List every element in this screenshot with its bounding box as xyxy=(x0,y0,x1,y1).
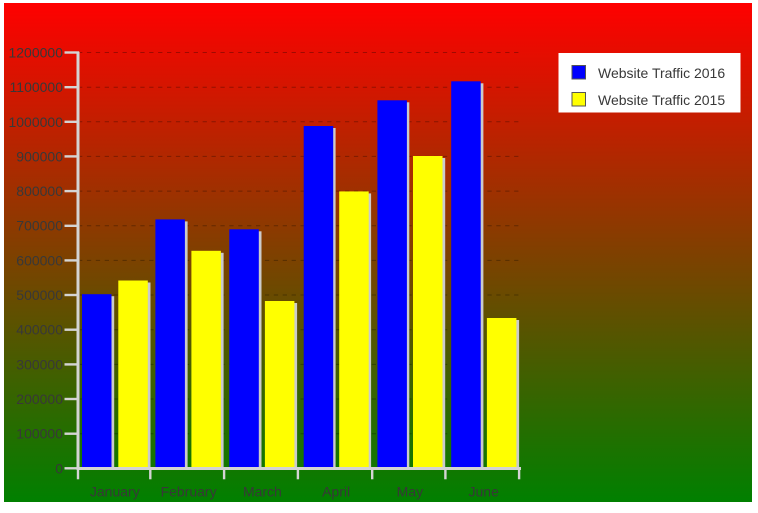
svg-text:February: February xyxy=(161,483,217,499)
svg-text:900000: 900000 xyxy=(16,148,63,164)
svg-text:500000: 500000 xyxy=(16,287,63,303)
svg-text:800000: 800000 xyxy=(16,183,63,199)
svg-text:700000: 700000 xyxy=(16,218,63,234)
svg-text:1100000: 1100000 xyxy=(10,79,64,95)
svg-text:Website Traffic 2015: Website Traffic 2015 xyxy=(598,92,725,108)
svg-text:100000: 100000 xyxy=(16,426,63,442)
svg-text:May: May xyxy=(397,483,423,499)
svg-text:April: April xyxy=(322,483,350,499)
svg-text:400000: 400000 xyxy=(16,322,63,338)
svg-text:0: 0 xyxy=(55,460,63,476)
svg-text:1200000: 1200000 xyxy=(8,45,63,61)
svg-text:January: January xyxy=(90,483,140,499)
svg-text:March: March xyxy=(243,483,282,499)
svg-text:1000000: 1000000 xyxy=(8,114,63,130)
svg-text:300000: 300000 xyxy=(16,356,63,372)
svg-text:200000: 200000 xyxy=(16,391,63,407)
svg-text:600000: 600000 xyxy=(16,252,63,268)
svg-text:Website Traffic 2016: Website Traffic 2016 xyxy=(598,65,725,81)
svg-text:June: June xyxy=(469,483,500,499)
